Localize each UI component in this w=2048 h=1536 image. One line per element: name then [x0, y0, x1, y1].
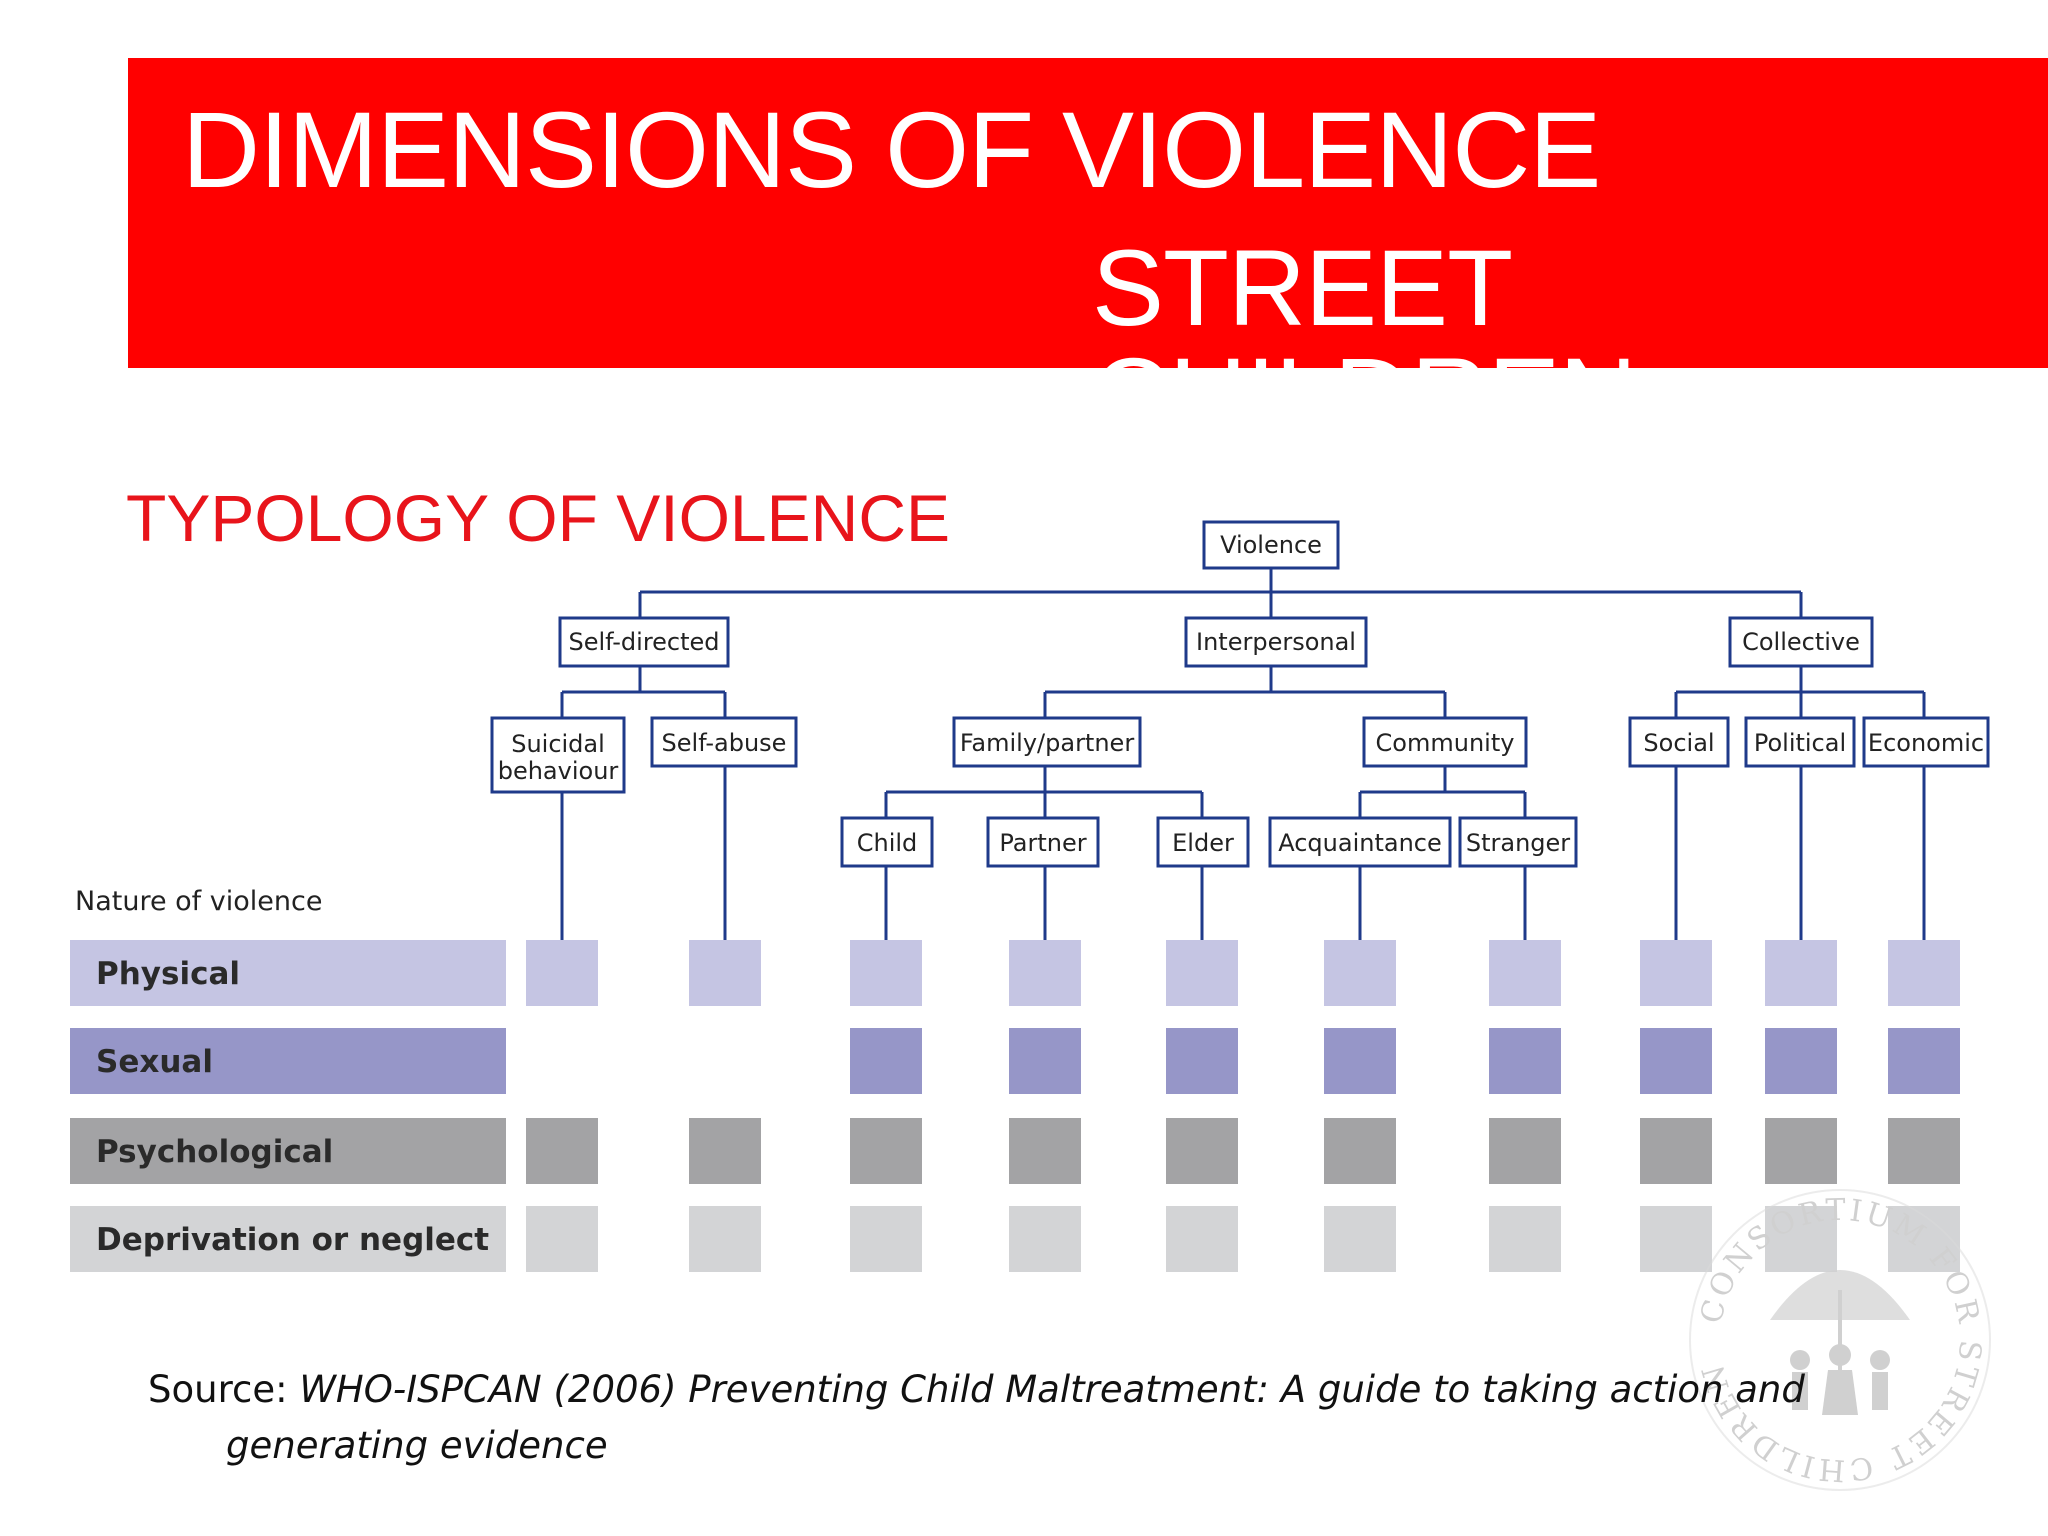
row-bar-physical [70, 940, 506, 1006]
node-partner: Partner [986, 816, 1100, 868]
tree-connectors [560, 564, 1926, 940]
grid-cell [850, 1206, 922, 1272]
grid-cell [689, 940, 761, 1006]
grid-cell [1640, 1118, 1712, 1184]
grid-cell [1166, 1028, 1238, 1094]
node-label: Social [1643, 729, 1714, 757]
grid-cell [850, 940, 922, 1006]
node-political: Political [1744, 716, 1856, 768]
page-title-secondary: STREET CHILDREN [1092, 227, 1637, 456]
grid-cell [1765, 940, 1837, 1006]
node-label: Elder [1172, 829, 1234, 857]
title-banner [128, 58, 2048, 368]
node-label: behaviour [498, 757, 619, 785]
node-child: Child [840, 816, 934, 868]
row-bar-deprivation-or-neglect [70, 1206, 506, 1272]
grid-cell [1324, 940, 1396, 1006]
node-label: Stranger [1466, 829, 1570, 857]
node-label: Violence [1220, 531, 1322, 559]
grid-cell [1888, 1206, 1960, 1272]
node-self-directed: Self-directed [558, 616, 730, 668]
row-label: Sexual [96, 1044, 213, 1080]
grid-cell [1888, 1118, 1960, 1184]
nature-of-violence-label: Nature of violence [75, 886, 322, 917]
node-collective: Collective [1728, 616, 1874, 668]
node-label: Self-abuse [662, 729, 787, 757]
row-label: Deprivation or neglect [96, 1222, 489, 1258]
grid-cell [1888, 940, 1960, 1006]
node-label: Acquaintance [1278, 829, 1442, 857]
grid-cell [1765, 1206, 1837, 1272]
grid-cell [1489, 1028, 1561, 1094]
grid-cell [526, 940, 598, 1006]
grid-cell [1888, 1028, 1960, 1094]
row-bar-sexual [70, 1028, 506, 1094]
node-social: Social [1628, 716, 1730, 768]
grid-cell [1640, 1028, 1712, 1094]
node-label: Political [1754, 729, 1846, 757]
node-elder: Elder [1156, 816, 1250, 868]
row-bar-psychological [70, 1118, 506, 1184]
grid-cell [1324, 1118, 1396, 1184]
grid-cell [1640, 940, 1712, 1006]
grid-cell [1166, 1118, 1238, 1184]
node-interpersonal: Interpersonal [1184, 616, 1368, 668]
grid-cell [526, 1206, 598, 1272]
node-label: Community [1376, 729, 1515, 757]
grid-cell [1489, 940, 1561, 1006]
grid-cell [689, 1118, 761, 1184]
node-violence: Violence [1202, 520, 1340, 570]
section-subtitle: TYPOLOGY OF VIOLENCE [126, 481, 951, 555]
grid-cell [1765, 1118, 1837, 1184]
grid-cell [1009, 1118, 1081, 1184]
node-label: Interpersonal [1196, 628, 1356, 656]
source-reference-line-2: generating evidence [226, 1424, 608, 1467]
grid-cell [689, 1206, 761, 1272]
grid-cell [526, 1118, 598, 1184]
nature-grid: Physical Sexual Psychological Deprivation o… [70, 940, 1960, 1272]
node-label: Collective [1742, 628, 1860, 656]
row-label: Psychological [96, 1134, 333, 1170]
node-family-partner: Family/partner [952, 716, 1142, 768]
page-title: DIMENSIONS OF VIOLENCE [182, 89, 1601, 210]
row-label: Physical [96, 956, 240, 992]
source-prefix: Source: [148, 1368, 300, 1411]
consortium-logo-watermark: CONSORTIUM FOR STREET CHILDREN [1689, 1189, 1991, 1491]
node-stranger: Stranger [1458, 816, 1578, 868]
grid-cell [1640, 1206, 1712, 1272]
node-label: Economic [1868, 729, 1984, 757]
grid-cell [850, 1028, 922, 1094]
node-label: Child [857, 829, 918, 857]
grid-cell [1489, 1118, 1561, 1184]
node-acquaintance: Acquaintance [1268, 816, 1452, 868]
grid-cell [1489, 1206, 1561, 1272]
grid-cell [1324, 1028, 1396, 1094]
source-reference-line-1: WHO-ISPCAN (2006) Preventing Child Maltr… [299, 1368, 1805, 1411]
grid-cell [1765, 1028, 1837, 1094]
grid-cell [1166, 940, 1238, 1006]
grid-cell [850, 1118, 922, 1184]
grid-cell [1009, 1028, 1081, 1094]
grid-cell [1009, 1206, 1081, 1272]
grid-cell [1324, 1206, 1396, 1272]
node-self-abuse: Self-abuse [650, 716, 798, 768]
grid-cell [1166, 1206, 1238, 1272]
node-community: Community [1362, 716, 1528, 768]
node-suicidal-behaviour: Suicidal behaviour [490, 716, 626, 794]
node-label: Suicidal [511, 730, 605, 758]
node-label: Partner [999, 829, 1086, 857]
node-economic: Economic [1862, 716, 1990, 768]
source-citation: Source: WHO-ISPCAN (2006) Preventing Chi… [148, 1362, 1805, 1474]
node-label: Family/partner [960, 729, 1135, 757]
node-label: Self-directed [568, 628, 719, 656]
grid-cell [1009, 940, 1081, 1006]
